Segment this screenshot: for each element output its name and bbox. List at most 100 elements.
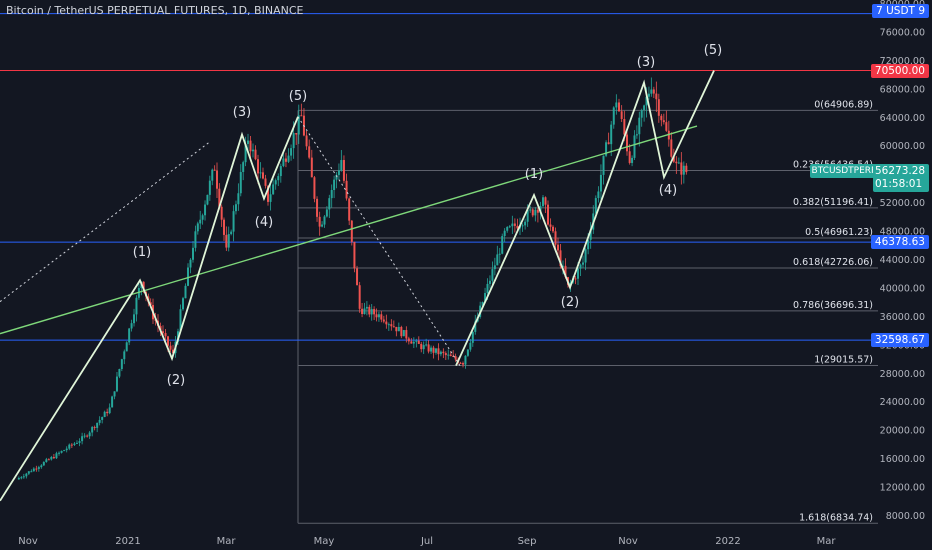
elliott-wave-1[interactable] xyxy=(0,116,299,502)
candle-body xyxy=(685,165,688,173)
candle-body xyxy=(282,158,285,167)
candle-body xyxy=(292,133,295,149)
candle-body xyxy=(650,89,653,94)
candle-body xyxy=(75,442,78,444)
candle-body xyxy=(437,348,440,355)
candle-body xyxy=(189,259,192,268)
candle-body xyxy=(631,157,634,163)
price-axis[interactable]: 80000.0076000.0072000.0068000.0064000.00… xyxy=(880,0,925,522)
candle-body xyxy=(645,96,648,106)
candle-body xyxy=(52,457,55,459)
fib-level-label: 0(64906.89) xyxy=(814,99,873,110)
candle-body xyxy=(390,324,393,327)
candle-body xyxy=(223,219,225,235)
candle-body xyxy=(544,197,547,205)
candle-body xyxy=(564,265,567,278)
candle-body xyxy=(247,140,249,144)
candle-body xyxy=(269,194,272,202)
candle-body xyxy=(164,333,167,337)
candle-body xyxy=(660,115,663,121)
wave-label: (4) xyxy=(255,215,273,230)
candle-body xyxy=(501,236,504,254)
current-price: 56273.28 xyxy=(875,165,926,177)
candle-body xyxy=(397,326,400,332)
candle-body xyxy=(25,473,28,477)
x-tick-label: 2022 xyxy=(715,536,740,547)
candle-body xyxy=(392,326,395,328)
candle-body xyxy=(239,172,242,194)
wave-label: (5) xyxy=(289,89,307,104)
candle-body xyxy=(491,269,494,281)
candle-body xyxy=(300,115,303,117)
candle-body xyxy=(643,105,646,111)
y-tick-label: 8000.00 xyxy=(886,511,925,522)
candle-body xyxy=(73,443,76,446)
candle-body xyxy=(417,340,420,344)
candle-body xyxy=(356,268,359,286)
candle-body xyxy=(182,298,184,310)
candle-body xyxy=(220,206,223,220)
candle-body xyxy=(529,209,532,211)
candle-body xyxy=(27,471,30,474)
currency-tag: 7 USDT 9 xyxy=(872,4,929,18)
candle-body xyxy=(420,343,423,350)
y-tick-label: 72000.00 xyxy=(880,56,925,67)
trend-line[interactable] xyxy=(0,125,698,335)
x-tick-label: 2021 xyxy=(115,536,140,547)
candle-body xyxy=(340,160,343,171)
candle-body xyxy=(410,341,413,344)
candle-body xyxy=(365,306,368,309)
candle-body xyxy=(589,229,592,240)
x-tick-label: Jul xyxy=(420,536,433,547)
candle-body xyxy=(86,435,89,437)
candle-body xyxy=(385,321,388,325)
candle-body xyxy=(618,102,620,112)
horizontal-price-lines[interactable] xyxy=(0,13,878,341)
candle-body xyxy=(201,215,204,220)
wave-drawings[interactable]: (1) (2) (3) (4) (5) (1) (2) (3) (4) (5) xyxy=(0,43,722,502)
candle-body xyxy=(402,330,405,337)
candle-body xyxy=(211,169,214,181)
candle-body xyxy=(318,216,321,227)
candle-body xyxy=(486,283,489,294)
candle-body xyxy=(313,177,316,199)
candle-body xyxy=(305,135,308,147)
candle-body xyxy=(348,198,351,221)
wave-label: (2) xyxy=(167,373,185,388)
candle-body xyxy=(353,241,356,269)
y-tick-label: 52000.00 xyxy=(880,198,925,209)
candle-body xyxy=(333,179,336,191)
time-axis[interactable]: Nov 2021 Mar May Jul Sep Nov 2022 Mar xyxy=(18,536,836,547)
candle-body xyxy=(562,265,564,267)
dotted-trend-line[interactable] xyxy=(297,116,461,366)
candle-body xyxy=(422,345,425,350)
candle-body xyxy=(462,363,464,365)
candle-body xyxy=(680,162,683,175)
candle-body xyxy=(342,160,345,181)
y-tick-label: 36000.00 xyxy=(880,312,925,323)
fib-level-label: 1(29015.57) xyxy=(814,355,873,366)
candle-body xyxy=(657,99,660,116)
current-price-tag: 56273.28 01:58:01 xyxy=(873,164,929,192)
fib-level-label: 0.5(46961.23) xyxy=(805,227,873,238)
x-tick-label: Nov xyxy=(618,536,638,547)
candle-body xyxy=(488,280,491,284)
candle-body xyxy=(120,359,123,369)
candle-body xyxy=(279,166,282,177)
fib-retracement[interactable]: 0(64906.89)0.236(56436.54)0.382(51196.41… xyxy=(297,99,878,524)
price-tag-32598: 32598.67 xyxy=(870,333,929,348)
candle-body xyxy=(449,354,452,357)
candle-body xyxy=(115,376,118,392)
candle-body xyxy=(584,249,587,263)
x-tick-label: Nov xyxy=(18,536,38,547)
candle-body xyxy=(213,169,216,171)
dotted-trend-line[interactable] xyxy=(0,141,211,303)
candle-body xyxy=(30,471,33,473)
elliott-wave-2[interactable] xyxy=(455,70,715,367)
candle-body xyxy=(108,407,111,414)
candle-body xyxy=(442,351,445,354)
ticker-label: BTCUSDTPERP xyxy=(810,164,878,178)
candle-body xyxy=(257,159,259,174)
candle-body xyxy=(58,452,61,454)
